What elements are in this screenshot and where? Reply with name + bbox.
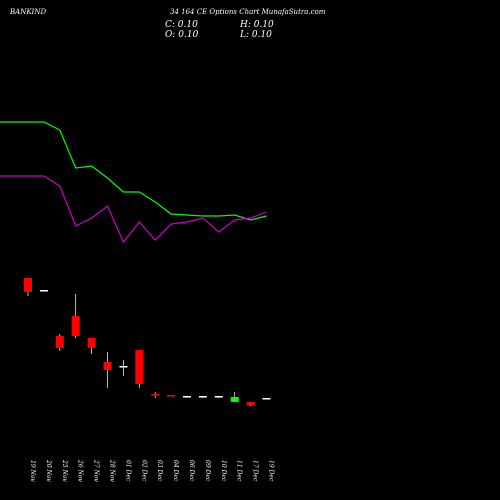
x-axis-tick-label: 10 Dec — [220, 460, 227, 482]
x-axis-tick-label: 03 Dec — [156, 460, 163, 482]
candle-body — [39, 290, 48, 292]
moving-average-short-line — [0, 121, 267, 221]
candle-body — [262, 398, 271, 400]
x-axis-tick-label: 06 Dec — [188, 460, 195, 482]
low-value: L: 0.10 — [240, 30, 272, 40]
candle-body — [87, 338, 96, 348]
candle-body — [24, 278, 32, 292]
x-axis-tick-label: 02 Dec — [140, 460, 147, 482]
x-axis-tick-label: 27 Nov — [93, 459, 100, 482]
close-value: O: 0.10 — [165, 30, 199, 40]
symbol-label: BANKIND — [10, 8, 47, 16]
candle-body — [71, 316, 80, 336]
candle-body — [198, 396, 207, 398]
candle-body — [214, 396, 223, 398]
candle-body — [183, 396, 191, 398]
high-value: H: 0.10 — [240, 20, 274, 30]
candle-body — [103, 362, 112, 370]
candle-body — [230, 397, 239, 402]
candle-body — [246, 402, 255, 405]
x-axis-tick-label: 19 Dec — [268, 460, 275, 482]
candle-body — [55, 336, 64, 348]
x-axis-tick-label: 28 Nov — [109, 459, 116, 482]
x-axis-tick-label: 01 Dec — [124, 460, 131, 482]
x-axis-tick-label: 26 Nov — [77, 459, 84, 482]
candle-body — [167, 395, 176, 397]
x-axis-tick-label: 09 Dec — [204, 460, 211, 482]
candle-body — [119, 366, 128, 368]
x-axis-tick-label: 20 Nov — [45, 459, 52, 482]
candle-body — [151, 394, 160, 396]
chart-title: 34 164 CE Options Chart MunafaSutra.com — [170, 8, 326, 16]
moving-average-long-line — [0, 175, 267, 244]
x-axis-tick-label: 04 Dec — [172, 460, 179, 482]
x-axis-tick-label: 17 Dec — [252, 460, 259, 482]
x-axis-tick-label: 19 Nov — [29, 460, 36, 482]
candle-body — [135, 350, 144, 384]
x-axis-tick-label: 11 Dec — [236, 460, 243, 482]
open-value: C: 0.10 — [165, 20, 198, 30]
x-axis-tick-label: 25 Nov — [61, 459, 68, 482]
